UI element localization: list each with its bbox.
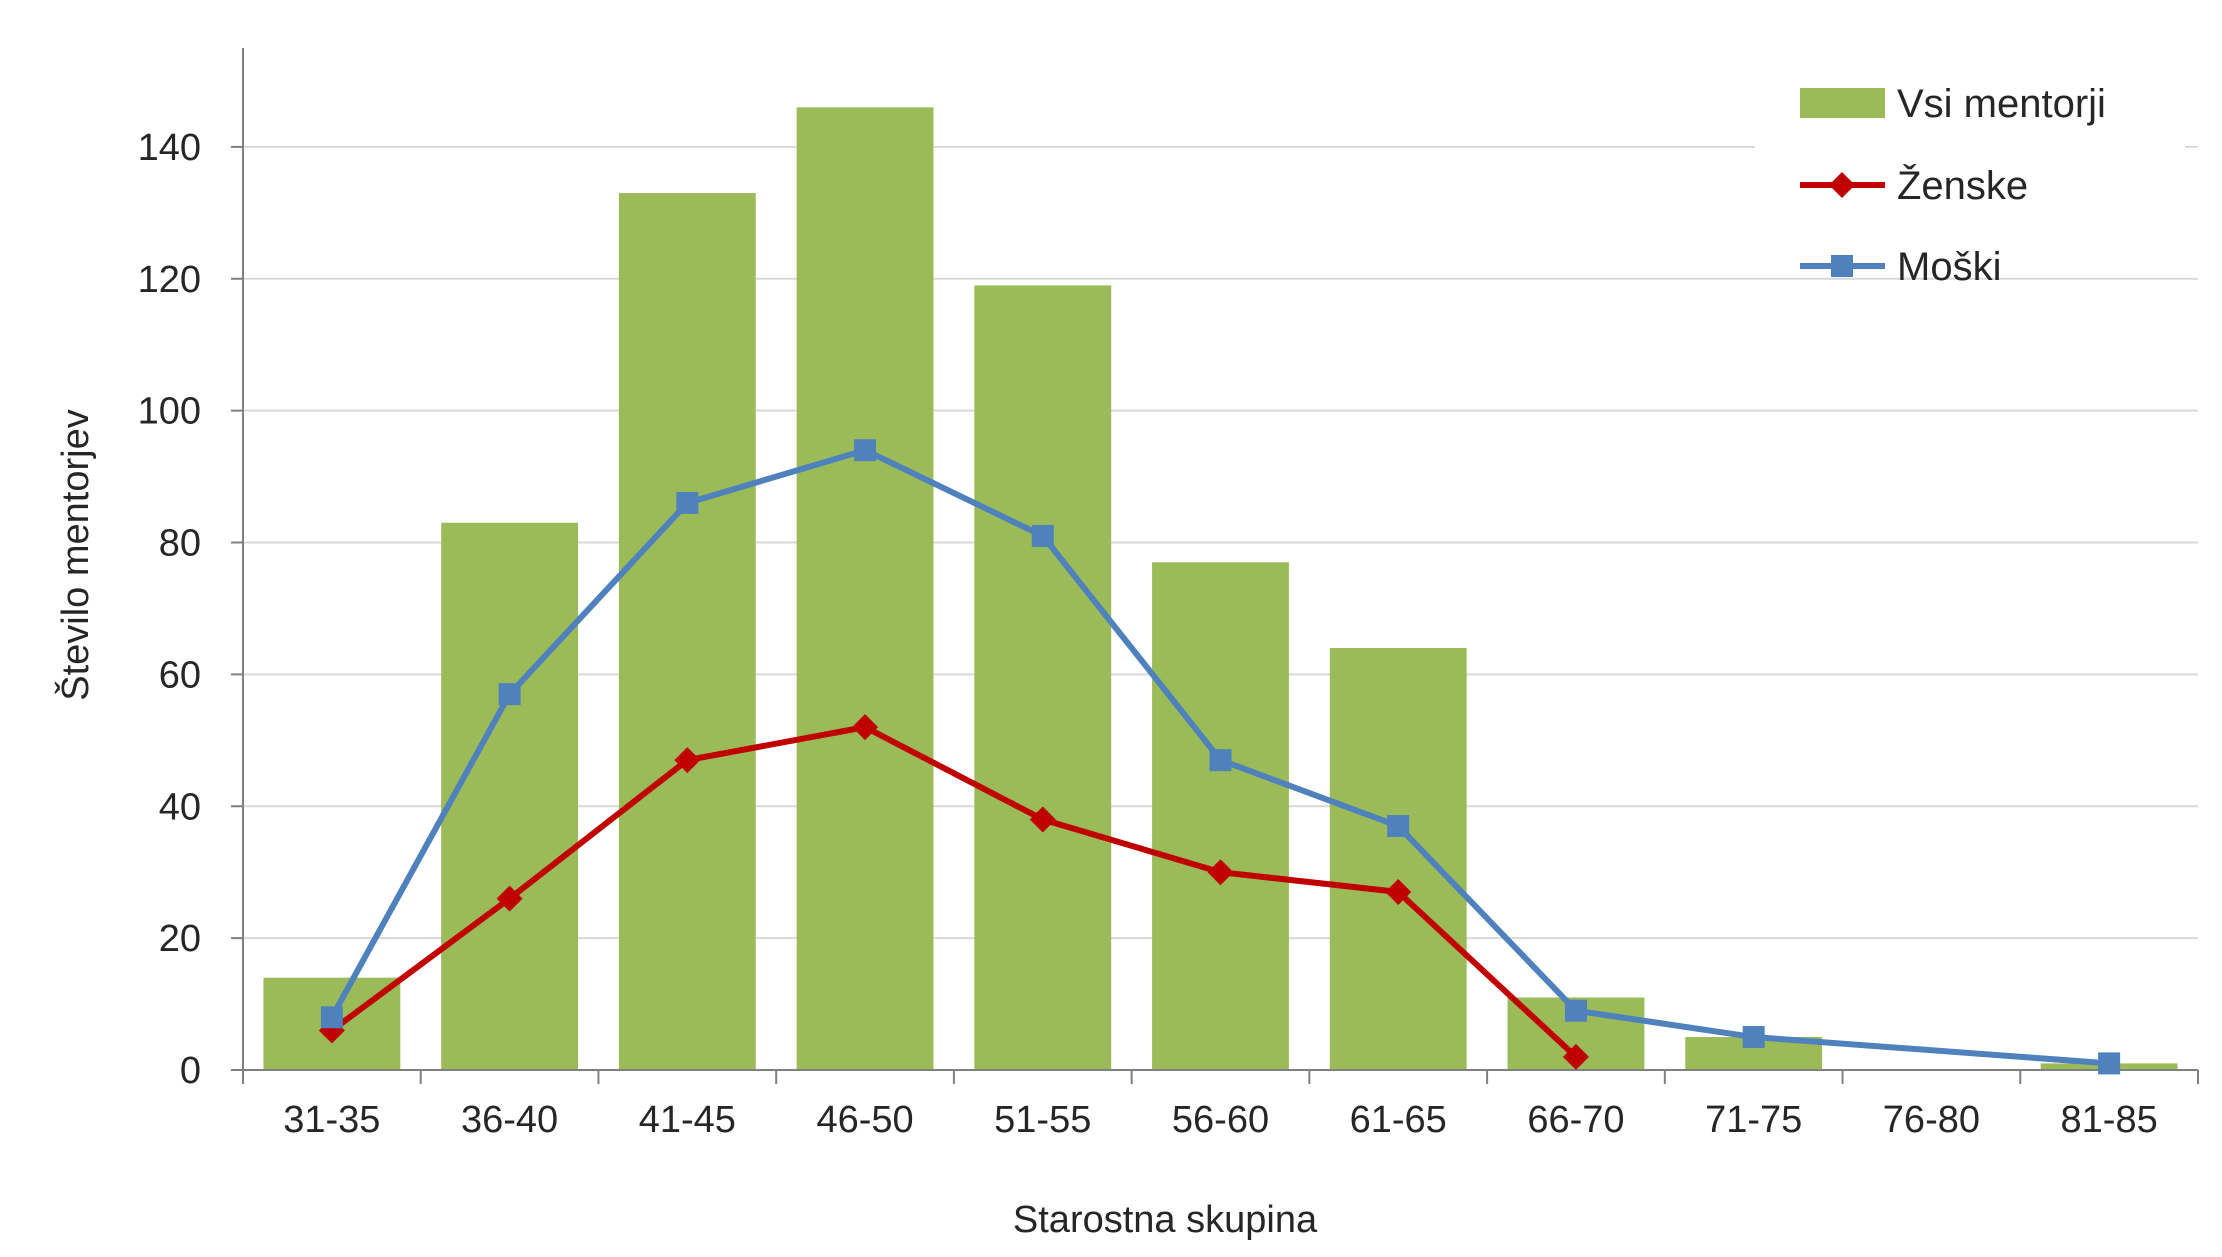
y-tick-label: 40 bbox=[159, 786, 201, 828]
series-point bbox=[1742, 1026, 1765, 1049]
legend: Vsi mentorji Ženske Moški bbox=[1755, 70, 2185, 289]
bar bbox=[618, 193, 756, 1071]
bar bbox=[796, 107, 934, 1071]
bar bbox=[441, 522, 579, 1070]
x-tick-label: 46-50 bbox=[816, 1099, 913, 1141]
tick-labels: 0 20 40 60 80 100 120 140 31-35 36-40 41-45 46-50 51… bbox=[138, 127, 2158, 1141]
y-tick-label: 80 bbox=[159, 523, 201, 565]
series-point bbox=[1562, 1043, 1589, 1070]
x-tick-label: 31-35 bbox=[283, 1099, 380, 1141]
series-point bbox=[2098, 1052, 2121, 1075]
legend-swatch bbox=[1800, 88, 1885, 118]
legend-label: Ženske bbox=[1897, 163, 2028, 208]
legend-label: Vsi mentorji bbox=[1897, 82, 2106, 126]
y-tick-label: 20 bbox=[159, 918, 201, 960]
series-point bbox=[1029, 806, 1056, 833]
series-point bbox=[852, 714, 879, 741]
x-tick-label: 81-85 bbox=[2061, 1099, 2158, 1141]
series-point bbox=[1209, 749, 1232, 772]
y-tick-label: 60 bbox=[159, 654, 201, 696]
axes bbox=[231, 48, 2199, 1084]
series-line bbox=[329, 447, 2110, 1067]
y-tick-label: 100 bbox=[138, 391, 201, 433]
x-tick-label: 51-55 bbox=[994, 1099, 1091, 1141]
x-tick-label: 76-80 bbox=[1883, 1099, 1980, 1141]
series-point bbox=[676, 491, 699, 514]
x-tick-label: 56-60 bbox=[1172, 1099, 1269, 1141]
bar-series bbox=[263, 107, 2178, 1071]
series-point bbox=[1207, 859, 1234, 886]
bar bbox=[1152, 562, 1289, 1070]
bar bbox=[1329, 648, 1467, 1070]
x-tick-label: 41-45 bbox=[639, 1099, 736, 1141]
series-point bbox=[496, 885, 523, 912]
x-tick-label: 66-70 bbox=[1527, 1099, 1624, 1141]
series-point bbox=[320, 1006, 343, 1029]
legend-label: Moški bbox=[1897, 245, 2001, 289]
y-tick-label: 0 bbox=[180, 1050, 201, 1092]
legend-marker bbox=[1831, 255, 1853, 277]
series-point bbox=[674, 747, 701, 774]
x-tick-label: 71-75 bbox=[1705, 1099, 1802, 1141]
x-axis-title: Starostna skupina bbox=[1013, 1199, 1318, 1241]
line-series bbox=[318, 439, 2121, 1075]
y-tick-label: 120 bbox=[138, 259, 201, 301]
series-point bbox=[1387, 815, 1410, 838]
series-point bbox=[1385, 878, 1412, 905]
series-point bbox=[498, 683, 521, 706]
series-point bbox=[1564, 999, 1587, 1022]
y-tick-label: 140 bbox=[138, 127, 201, 169]
series-point bbox=[1031, 524, 1054, 547]
x-tick-label: 36-40 bbox=[461, 1099, 558, 1141]
x-tick-label: 61-65 bbox=[1350, 1099, 1447, 1141]
series-line bbox=[330, 724, 1578, 1060]
legend-marker bbox=[1829, 172, 1855, 198]
series-point bbox=[854, 439, 877, 462]
y-axis-title: Število mentorjev bbox=[53, 409, 97, 700]
bar bbox=[974, 285, 1112, 1070]
